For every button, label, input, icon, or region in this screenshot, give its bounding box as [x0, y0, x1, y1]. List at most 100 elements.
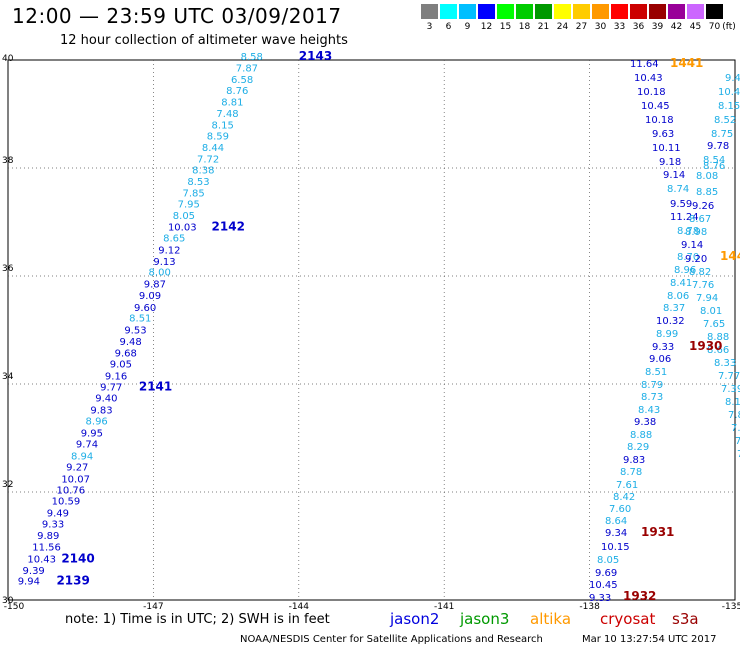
wave-height-label: 10.11	[652, 143, 681, 154]
wave-height-label: 8.78	[620, 467, 642, 478]
wave-height-label: 8.66	[707, 345, 729, 356]
legend-label: 3	[426, 22, 433, 32]
wave-height-label: 10.43	[27, 554, 56, 565]
wave-height-marks: 9.949.3910.4311.569.899.339.4910.5910.76…	[18, 49, 740, 604]
wave-height-label: 7.48	[216, 109, 238, 120]
wave-height-label: 8.53	[187, 177, 209, 188]
wave-height-label: 7.76	[692, 280, 714, 291]
wave-height-label: 9.89	[37, 531, 59, 542]
wave-height-label: 9.83	[90, 405, 112, 416]
page-title: 12:00 — 23:59 UTC 03/09/2017	[12, 4, 342, 28]
wave-height-label: 9.94	[18, 577, 40, 588]
legend-swatch	[687, 4, 704, 19]
wave-height-label: 9.74	[76, 439, 98, 450]
wave-height-label: 7.94	[696, 293, 718, 304]
legend-label: 21	[537, 22, 550, 32]
wave-height-label: 10.45	[641, 101, 670, 112]
pass-time-label: 2143	[299, 49, 332, 63]
wave-height-label: 8.29	[627, 442, 649, 453]
wave-height-label: 8.00	[149, 268, 171, 279]
generated-timestamp: Mar 10 13:27:54 UTC 2017	[582, 634, 717, 645]
legend-swatch	[478, 4, 495, 19]
wave-height-label: 8.78	[677, 226, 699, 237]
wave-height-label: 9.33	[42, 519, 64, 530]
wave-height-label: 8.64	[605, 516, 627, 527]
legend-label: 18	[518, 22, 531, 32]
wave-height-label: 8.42	[613, 492, 635, 503]
wave-height-label: 7.61	[616, 480, 638, 491]
map-frame	[7, 59, 736, 601]
wave-height-label: 8.70	[677, 252, 699, 263]
wave-height-label: 9.16	[105, 371, 127, 382]
wave-height-label: 9.78	[707, 141, 729, 152]
wave-height-label: 11.56	[32, 543, 61, 554]
wave-height-label: 8.74	[667, 184, 689, 195]
wave-height-label: 8.52	[714, 115, 736, 126]
legend-label: 70	[708, 22, 721, 32]
wave-height-label: 9.12	[158, 246, 180, 257]
wave-height-label: 8.73	[641, 392, 663, 403]
legend-swatch	[630, 4, 647, 19]
legend-swatch	[649, 4, 666, 19]
wave-height-label: 9.33	[652, 342, 674, 353]
wave-height-label: 8.76	[226, 86, 248, 97]
satellite-name-cryosat: cryosat	[600, 610, 656, 628]
wave-height-label: 8.15	[212, 120, 234, 131]
wave-height-label: 6.58	[231, 75, 253, 86]
wave-height-label: 11.24	[670, 212, 699, 223]
wave-height-label: 7.77	[718, 371, 740, 382]
legend-label: 6	[445, 22, 452, 32]
wave-height-label: 8.79	[641, 380, 663, 391]
wave-height-label: 10.18	[637, 87, 666, 98]
wave-height-label: 8.43	[638, 405, 660, 416]
wave-height-label: 9.63	[652, 129, 674, 140]
wave-height-label: 8.15	[718, 101, 740, 112]
wave-height-label: 9.09	[139, 291, 161, 302]
wave-height-label: 7.	[735, 436, 740, 447]
legend-swatch	[440, 4, 457, 19]
legend-swatch	[459, 4, 476, 19]
page-subtitle: 12 hour collection of altimeter wave hei…	[60, 33, 348, 48]
credit-text: NOAA/NESDIS Center for Satellite Applica…	[240, 634, 543, 645]
wave-height-label: 8.54	[703, 155, 725, 166]
wave-height-label: 7	[737, 449, 740, 460]
wave-height-label: 8.85	[696, 187, 718, 198]
pass-time-label: 2142	[212, 219, 245, 233]
wave-height-label: 8.76	[703, 161, 725, 172]
wave-height-label: 9.68	[115, 349, 137, 360]
wave-height-label: 8.75	[711, 129, 733, 140]
wave-height-label: 8.96	[674, 265, 696, 276]
wave-height-label: 9.33	[589, 593, 611, 604]
legend-swatch	[497, 4, 514, 19]
wave-height-label: 7.8	[728, 410, 740, 421]
latitude-tick-label: 32	[2, 480, 14, 490]
legend-label: 39	[651, 22, 664, 32]
wave-height-label: 8.82	[689, 267, 711, 278]
wave-height-label: 8.05	[597, 555, 619, 566]
wave-height-label: 8.94	[71, 451, 93, 462]
legend-label: 33	[613, 22, 626, 32]
wave-height-label: 8.01	[700, 306, 722, 317]
wave-height-label: 9.69	[595, 568, 617, 579]
legend-swatch	[592, 4, 609, 19]
wave-height-label: 9.4	[725, 73, 740, 84]
longitude-tick-label: -141	[433, 602, 455, 612]
latitude-tick-label: 36	[2, 264, 14, 274]
satellite-name-jason3: jason3	[460, 610, 510, 628]
wave-height-label: 7.72	[197, 154, 219, 165]
wave-height-label: 10.18	[645, 115, 674, 126]
wave-height-label: 9.26	[692, 201, 714, 212]
wave-height-label: 8.51	[645, 367, 667, 378]
wave-height-label: 8.81	[221, 98, 243, 109]
legend-label: 27	[575, 22, 588, 32]
wave-height-label: 8.06	[667, 291, 689, 302]
wave-height-label: 9.05	[110, 359, 132, 370]
legend-label: 24	[556, 22, 569, 32]
latitude-tick-label: 40	[2, 54, 14, 64]
longitude-tick-label: -144	[288, 602, 310, 612]
wave-height-label: 9.95	[81, 429, 103, 440]
legend-swatch	[421, 4, 438, 19]
wave-height-label: 9.34	[605, 528, 627, 539]
wave-height-label: 11.64	[630, 59, 659, 70]
